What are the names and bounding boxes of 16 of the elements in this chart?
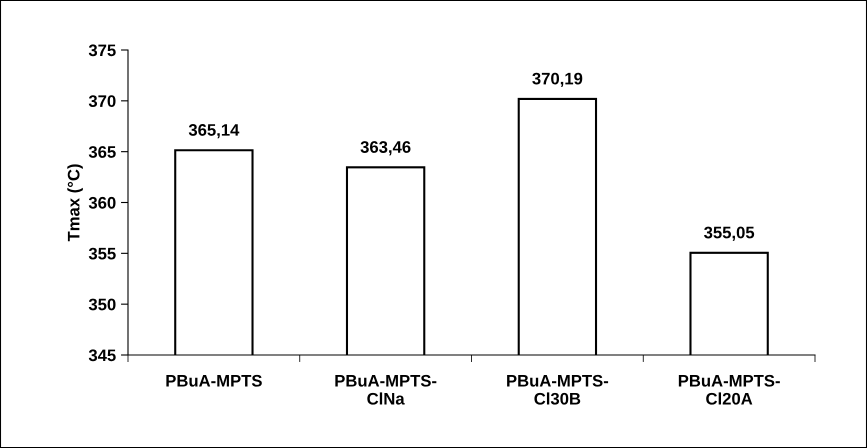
y-tick-label: 360 — [88, 196, 116, 209]
x-tick-label: PBuA-MPTS- Cl20A — [678, 374, 780, 405]
y-tick-label: 375 — [88, 44, 116, 56]
x-tick-label: PBuA-MPTS- ClNa — [335, 374, 436, 405]
y-tick-label: 365 — [88, 146, 116, 158]
data-label: 363,46 — [360, 141, 411, 156]
data-label: 365,14 — [188, 124, 240, 138]
data-label: 370,19 — [532, 72, 582, 87]
data-label: 355,05 — [704, 226, 754, 241]
y-tick-label: 370 — [88, 95, 116, 108]
y-tick-label: 355 — [88, 248, 116, 260]
x-tick-label: PBuA-MPTS- Cl30B — [507, 374, 608, 405]
x-tick-label: PBuA-MPTS — [166, 374, 262, 387]
y-axis-title: Tmax (°C) — [67, 164, 83, 242]
y-tick-label: 345 — [88, 349, 116, 362]
y-tick-label: 350 — [88, 298, 116, 310]
